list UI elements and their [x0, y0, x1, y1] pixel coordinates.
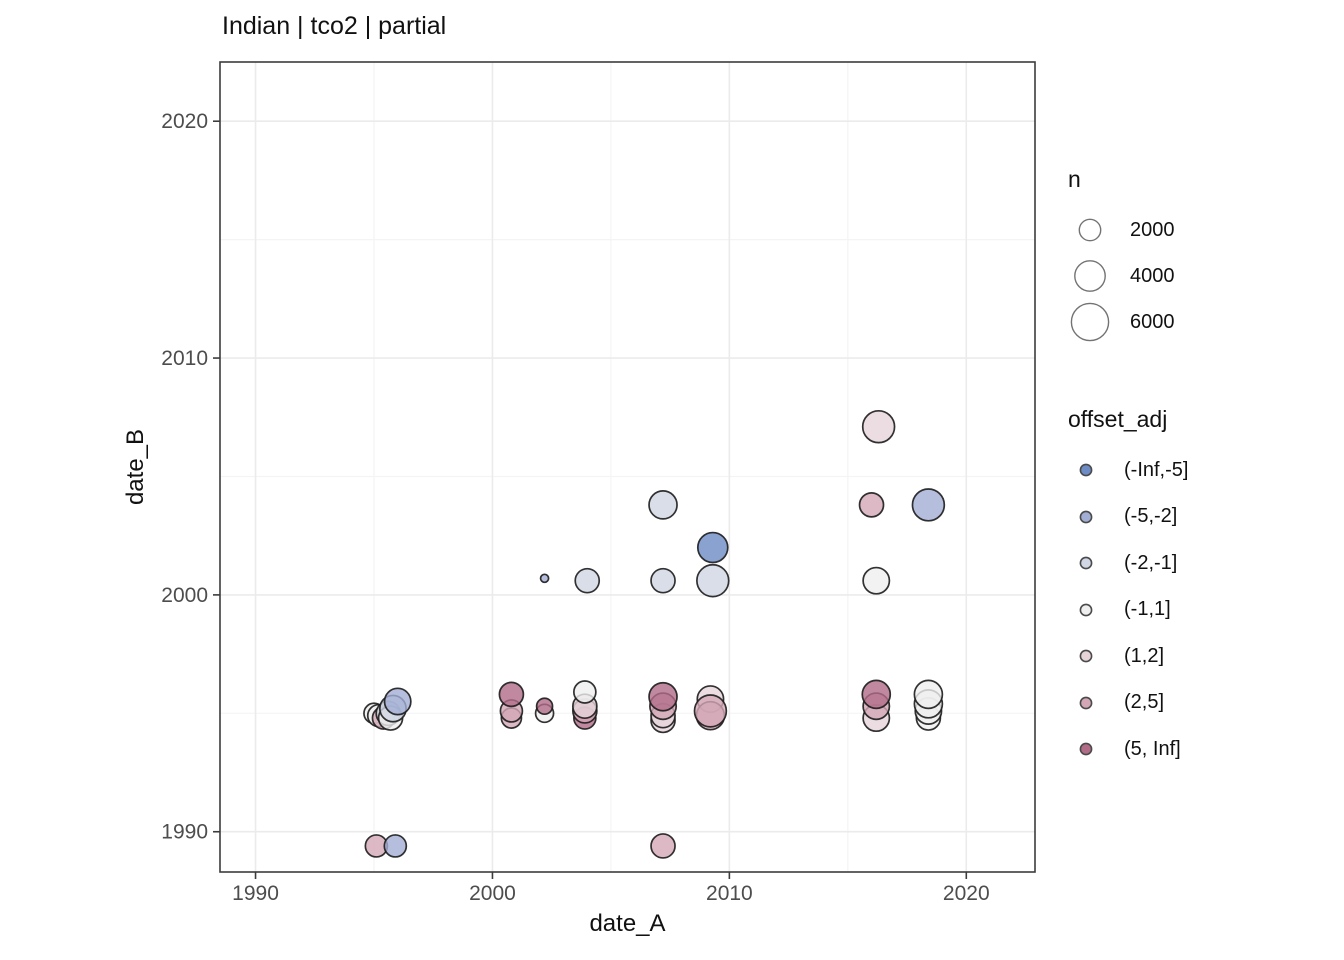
- x-tick-label: 2000: [469, 882, 516, 905]
- color-key-circle-icon: [1079, 510, 1093, 524]
- size-key-circle-icon: [1070, 302, 1110, 342]
- color-legend-key: [1068, 681, 1104, 725]
- color-key-circle-icon: [1079, 696, 1093, 710]
- y-axis-title-wrap: date_B: [118, 62, 154, 872]
- data-point: [648, 681, 678, 712]
- x-axis-title: date_A: [589, 910, 666, 937]
- data-point: [911, 488, 946, 522]
- color-legend-item: (1,2]: [1068, 633, 1188, 680]
- size-legend-key: [1068, 300, 1112, 344]
- data-point: [696, 531, 729, 564]
- data-point: [650, 833, 676, 859]
- color-legend-key: [1068, 727, 1104, 771]
- size-legend-label: 2000: [1130, 218, 1175, 241]
- data-point: [535, 697, 554, 716]
- data-point: [858, 492, 885, 518]
- data-point: [861, 679, 892, 710]
- color-key-circle-icon: [1079, 463, 1093, 477]
- x-tick-label: 2020: [943, 882, 990, 905]
- data-point: [862, 566, 891, 595]
- panel-border: [219, 61, 1036, 873]
- size-legend-key: [1068, 208, 1112, 252]
- data-point: [539, 573, 550, 584]
- color-legend-label: (-1,1]: [1124, 598, 1171, 621]
- data-point: [650, 567, 676, 594]
- color-legend-label: (2,5]: [1124, 691, 1165, 714]
- chart-title: Indian | tco2 | partial: [222, 12, 447, 40]
- color-legend-item: (2,5]: [1068, 680, 1188, 727]
- color-legend-label: (-Inf,-5]: [1124, 458, 1189, 481]
- size-legend-label: 6000: [1130, 310, 1175, 333]
- color-legend-item: (-5,-2]: [1068, 494, 1188, 541]
- data-point: [573, 680, 597, 704]
- color-legend-item: (-2,-1]: [1068, 540, 1188, 587]
- size-key-circle-icon: [1078, 218, 1102, 242]
- color-legend-label: (-5,-2]: [1124, 505, 1178, 528]
- size-legend-item: 2000: [1068, 207, 1175, 253]
- size-legend-key: [1068, 254, 1112, 298]
- size-legend-item: 6000: [1068, 299, 1175, 345]
- color-legend-key: [1068, 541, 1104, 585]
- y-tick-label: 1990: [161, 821, 208, 844]
- y-tick-label: 2000: [161, 584, 208, 607]
- y-tick-label: 2020: [161, 110, 208, 133]
- size-legend: n 2000 4000 6000: [1068, 166, 1175, 345]
- y-tick-label: 2010: [161, 347, 208, 370]
- color-legend-label: (1,2]: [1124, 644, 1165, 667]
- color-legend-key: [1068, 634, 1104, 678]
- data-point: [693, 694, 728, 728]
- data-point: [574, 567, 601, 594]
- x-tick-label: 1990: [232, 882, 279, 905]
- data-point: [696, 563, 730, 598]
- y-axis-title: date_B: [122, 428, 150, 506]
- color-legend-key: [1068, 588, 1104, 632]
- data-point: [383, 834, 408, 858]
- data-point: [913, 679, 944, 710]
- size-key-circle-icon: [1074, 260, 1106, 292]
- color-legend-label: (5, Inf]: [1124, 737, 1181, 760]
- data-point: [648, 490, 678, 520]
- color-legend-title: offset_adj: [1068, 406, 1168, 432]
- color-key-circle-icon: [1079, 603, 1093, 617]
- color-legend-key: [1068, 448, 1104, 492]
- color-key-circle-icon: [1079, 742, 1093, 756]
- color-legend-label: (-2,-1]: [1124, 551, 1178, 574]
- size-legend-item: 4000: [1068, 253, 1175, 299]
- data-point: [383, 687, 412, 716]
- color-legend-item: (-1,1]: [1068, 587, 1188, 634]
- data-point: [498, 681, 525, 708]
- size-legend-title: n: [1068, 166, 1081, 192]
- x-tick-label: 2010: [706, 882, 753, 905]
- color-legend-key: [1068, 495, 1104, 539]
- color-key-circle-icon: [1079, 556, 1093, 570]
- color-key-circle-icon: [1079, 649, 1093, 663]
- color-legend: offset_adj (-Inf,-5] (-5,-2] (-2,-1] (-1,1]…: [1068, 406, 1188, 773]
- data-point: [861, 409, 896, 444]
- color-legend-item: (5, Inf]: [1068, 726, 1188, 773]
- panel-background: [220, 62, 1035, 872]
- size-legend-label: 4000: [1130, 264, 1175, 287]
- color-legend-item: (-Inf,-5]: [1068, 447, 1188, 494]
